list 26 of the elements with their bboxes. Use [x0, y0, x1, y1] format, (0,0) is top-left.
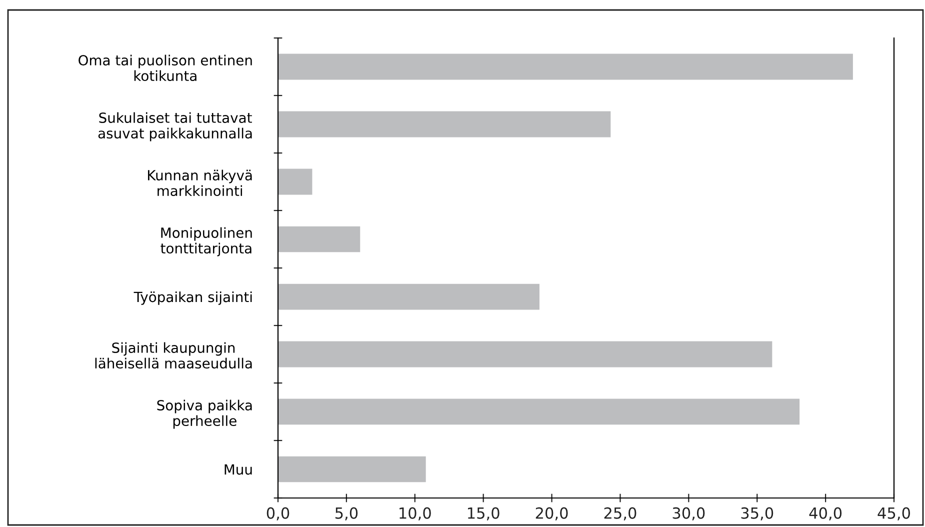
y-tick-label: Sukulaiset tai tuttavat asuvat paikkakunnalla — [98, 112, 252, 142]
bar — [278, 111, 611, 138]
y-tick-label: Oma tai puolison entinen kotikunta — [78, 54, 252, 82]
x-tick-label: 0,0 — [266, 507, 290, 520]
y-tick-label: Työpaikan sijainti — [134, 291, 252, 305]
y-tick-label: Sijainti kaupungin läheisellä maaseudulla — [95, 342, 252, 369]
x-tick-label: 35,0 — [741, 507, 774, 520]
x-tick-label: 25,0 — [604, 507, 636, 520]
y-tick-label: Sopiva paikka perheelle — [157, 400, 252, 429]
bar — [278, 226, 360, 252]
y-tick-label: Monipuolinen tonttitarjonta — [160, 227, 252, 256]
bar — [278, 398, 800, 425]
bar — [278, 341, 772, 368]
y-tick-label: Kunnan näkyvä markkinointi — [148, 170, 252, 196]
x-tick-label: 40,0 — [809, 507, 842, 520]
bar — [278, 284, 540, 310]
bar — [278, 456, 426, 482]
bar — [278, 54, 853, 80]
x-tick-label: 15,0 — [468, 507, 500, 520]
y-tick-label: Muu — [224, 464, 252, 475]
x-tick-label: 10,0 — [400, 507, 431, 520]
bar — [278, 168, 312, 195]
x-tick-label: 30,0 — [672, 507, 705, 520]
x-tick-label: 5,0 — [335, 507, 358, 520]
x-tick-label: 45,0 — [878, 507, 910, 520]
x-tick-label: 20,0 — [536, 507, 568, 520]
